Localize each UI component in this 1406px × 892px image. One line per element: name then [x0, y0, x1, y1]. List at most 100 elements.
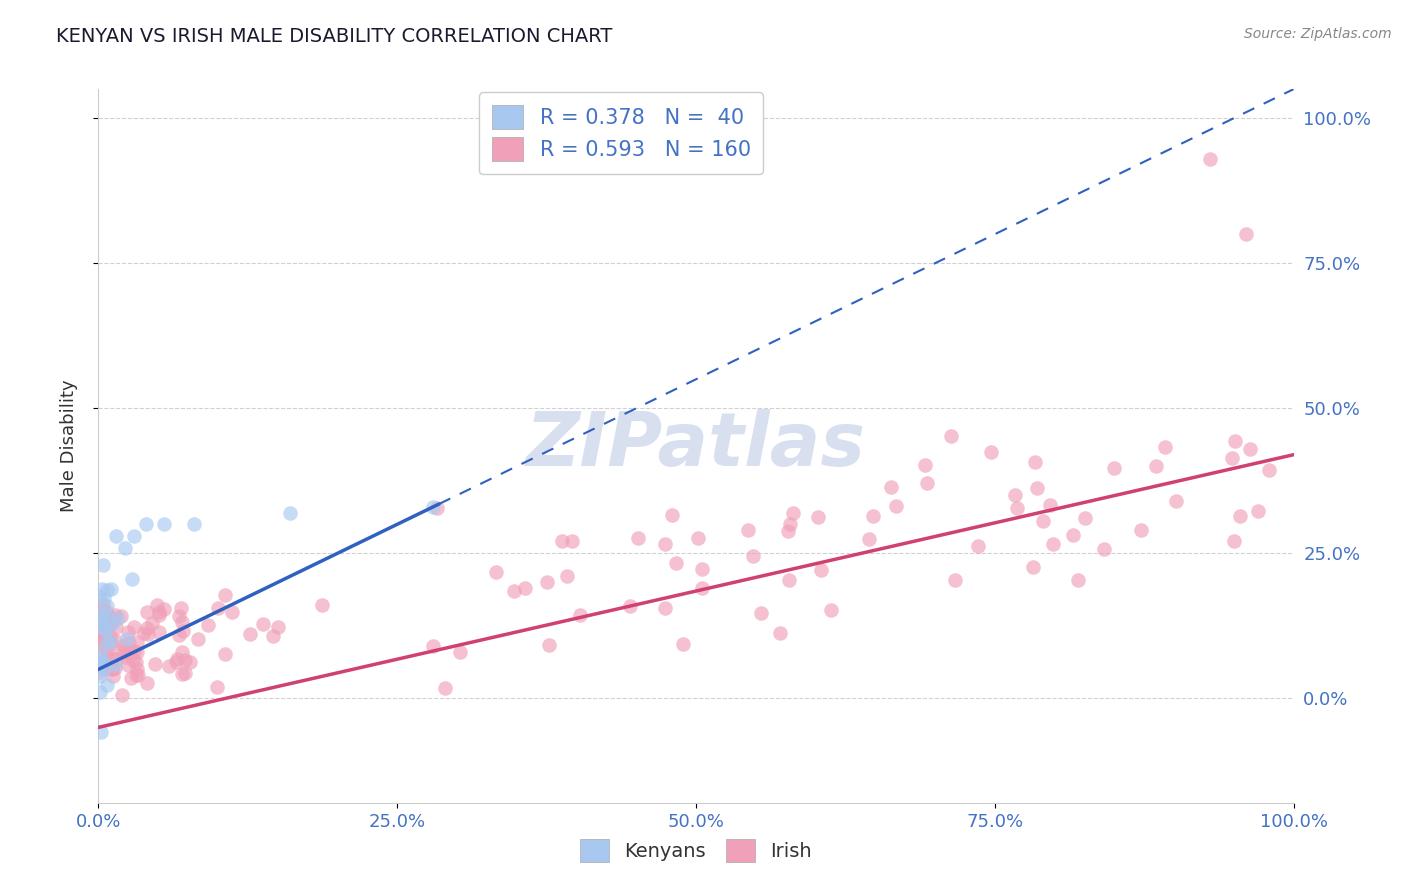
Point	[1039, 498, 1062, 512]
Point	[422, 639, 444, 653]
Point	[135, 517, 157, 532]
Point	[1239, 442, 1261, 456]
Point	[89, 668, 111, 682]
Point	[91, 625, 114, 640]
Point	[96, 678, 118, 692]
Point	[96, 611, 118, 625]
Point	[96, 583, 118, 598]
Point	[311, 599, 333, 613]
Point	[105, 620, 128, 634]
Point	[165, 655, 187, 669]
Point	[688, 531, 710, 545]
Point	[183, 517, 205, 532]
Point	[1024, 455, 1046, 469]
Point	[741, 549, 763, 563]
Point	[172, 624, 194, 639]
Point	[172, 615, 194, 629]
Point	[96, 643, 118, 657]
Point	[627, 532, 650, 546]
Point	[266, 619, 288, 633]
Point	[862, 508, 884, 523]
Point	[117, 625, 139, 640]
Point	[914, 458, 936, 472]
Point	[122, 620, 145, 634]
Point	[93, 620, 115, 634]
Point	[537, 638, 560, 652]
Point	[90, 626, 112, 640]
Point	[114, 541, 136, 555]
Point	[1092, 542, 1115, 557]
Point	[94, 623, 117, 637]
Point	[485, 565, 508, 579]
Point	[1247, 504, 1270, 518]
Point	[1144, 459, 1167, 474]
Point	[90, 618, 112, 632]
Point	[89, 665, 111, 680]
Point	[551, 533, 574, 548]
Point	[125, 656, 148, 670]
Point	[122, 653, 145, 667]
Point	[89, 630, 111, 644]
Point	[148, 624, 170, 639]
Point	[132, 626, 155, 640]
Point	[93, 662, 115, 676]
Point	[104, 633, 127, 648]
Text: ZIPatlas: ZIPatlas	[526, 409, 866, 483]
Point	[778, 573, 800, 587]
Point	[820, 602, 842, 616]
Point	[100, 615, 122, 629]
Point	[90, 605, 112, 619]
Point	[858, 532, 880, 546]
Point	[941, 429, 963, 443]
Point	[87, 657, 110, 672]
Point	[170, 666, 193, 681]
Point	[197, 617, 219, 632]
Point	[568, 607, 591, 622]
Point	[101, 662, 124, 676]
Point	[1220, 451, 1243, 466]
Point	[115, 632, 138, 646]
Point	[141, 616, 163, 631]
Point	[513, 581, 536, 595]
Point	[98, 635, 121, 649]
Point	[810, 563, 832, 577]
Point	[89, 654, 111, 668]
Point	[110, 609, 132, 624]
Point	[107, 611, 129, 625]
Point	[100, 662, 122, 676]
Point	[672, 637, 695, 651]
Point	[1130, 523, 1153, 537]
Point	[104, 658, 127, 673]
Point	[135, 621, 157, 635]
Point	[1104, 460, 1126, 475]
Point	[121, 572, 143, 586]
Text: Source: ZipAtlas.com: Source: ZipAtlas.com	[1244, 27, 1392, 41]
Point	[90, 725, 112, 739]
Point	[87, 589, 110, 603]
Point	[503, 584, 526, 599]
Point	[87, 635, 110, 649]
Point	[91, 657, 114, 672]
Point	[654, 601, 676, 615]
Point	[94, 612, 117, 626]
Point	[100, 651, 122, 665]
Point	[1258, 463, 1281, 477]
Point	[434, 681, 457, 695]
Point	[166, 652, 188, 666]
Point	[153, 602, 176, 616]
Point	[143, 657, 166, 672]
Point	[749, 606, 772, 620]
Point	[118, 646, 141, 660]
Point	[104, 608, 127, 623]
Point	[449, 645, 471, 659]
Point	[124, 529, 146, 543]
Point	[96, 604, 118, 618]
Point	[776, 524, 799, 539]
Point	[93, 591, 115, 605]
Point	[1234, 227, 1257, 242]
Point	[1032, 514, 1054, 528]
Point	[136, 626, 159, 640]
Point	[122, 644, 145, 658]
Point	[96, 599, 118, 613]
Point	[104, 652, 127, 666]
